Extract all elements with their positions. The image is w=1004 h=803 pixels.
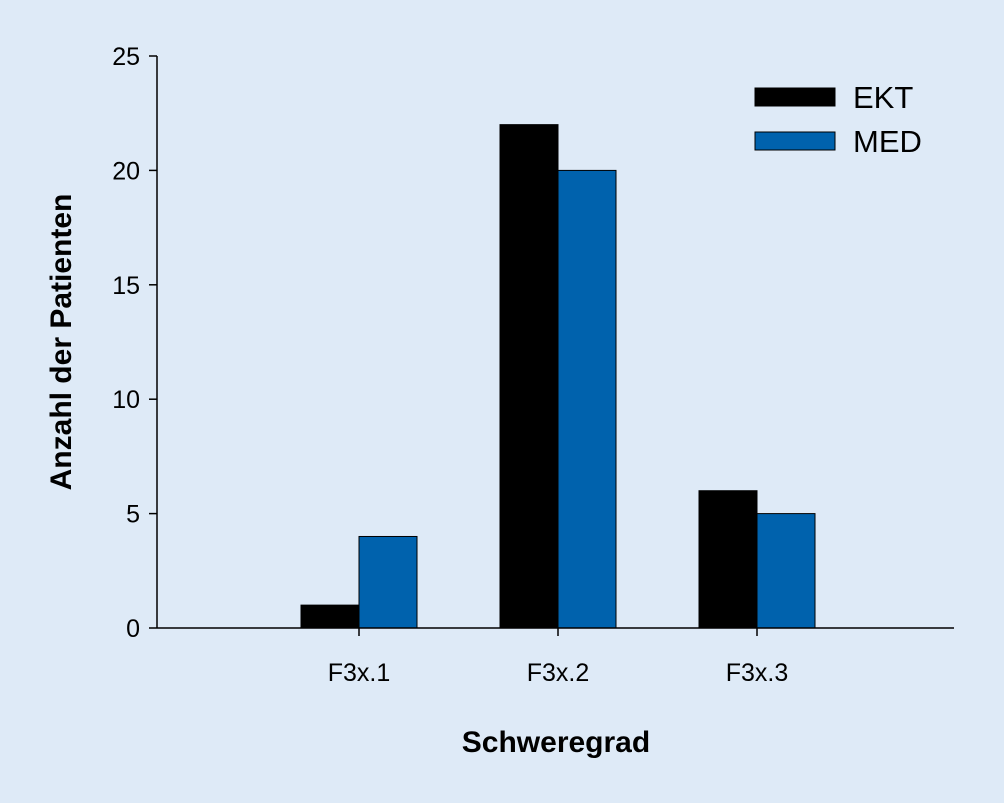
axes-layer — [156, 56, 954, 629]
legend-swatch-med — [754, 131, 836, 151]
x-ticks: F3x.1 F3x.2 F3x.3 — [328, 628, 789, 687]
bar-ekt-f3x-1 — [300, 604, 360, 629]
x-tick-label: F3x.3 — [726, 659, 789, 687]
y-tick-label: 15 — [112, 272, 140, 300]
bar-med-f3x-3 — [756, 513, 816, 629]
y-tick-label: 0 — [126, 615, 140, 643]
bar-ekt-f3x-3 — [698, 490, 758, 629]
bar-med-f3x-2 — [557, 169, 617, 629]
y-tick-label: 25 — [112, 43, 140, 71]
y-ticks: 0 5 10 15 20 25 — [112, 43, 157, 643]
legend: EKT MED — [754, 80, 922, 159]
y-tick-label: 5 — [126, 501, 140, 529]
bar-med-f3x-1 — [358, 535, 418, 629]
legend-label-med: MED — [853, 124, 922, 159]
y-axis-title: Anzahl der Patienten — [45, 194, 78, 491]
bar-ekt-f3x-2 — [499, 124, 559, 629]
x-tick-label: F3x.2 — [527, 659, 590, 687]
legend-swatch-ekt — [754, 87, 836, 107]
x-axis-title: Schweregrad — [462, 726, 650, 759]
legend-label-ekt: EKT — [853, 80, 913, 115]
y-tick-label: 20 — [112, 157, 140, 185]
y-tick-label: 10 — [112, 386, 140, 414]
bars-layer — [300, 124, 816, 629]
x-tick-label: F3x.1 — [328, 659, 391, 687]
